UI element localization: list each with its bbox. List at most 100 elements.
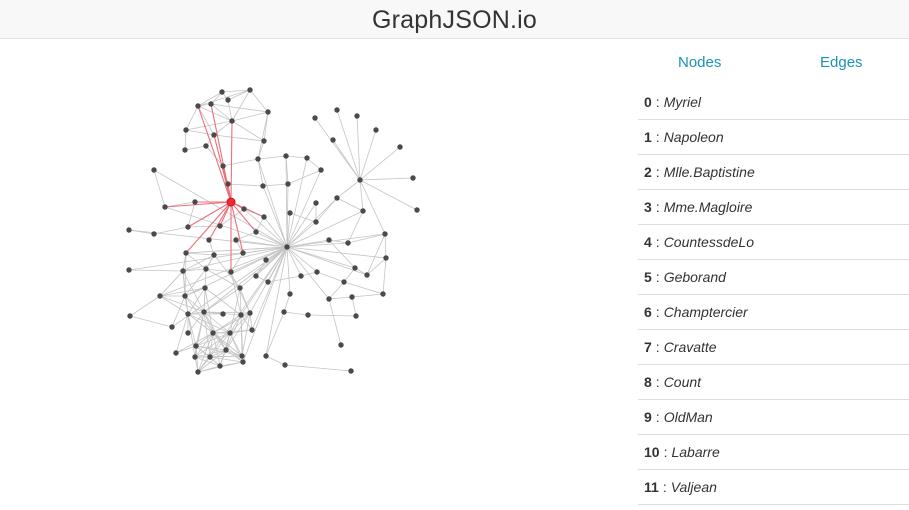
graph-node[interactable] [193,343,199,349]
graph-node[interactable] [207,354,213,360]
node-list-item[interactable]: 5: Geborand [638,260,909,295]
graph-node[interactable] [380,291,386,297]
graph-node[interactable] [341,279,347,285]
node-list-item[interactable]: 1: Napoleon [638,120,909,155]
graph-node[interactable] [348,368,354,374]
graph-node[interactable] [263,257,269,263]
graph-node[interactable] [162,204,168,210]
graph-node[interactable] [410,175,416,181]
graph-node[interactable] [233,237,239,243]
graph-node[interactable] [261,214,267,220]
graph-node[interactable] [287,210,293,216]
graph-node[interactable] [326,237,332,243]
graph-node[interactable] [151,167,157,173]
graph-node[interactable] [298,273,304,279]
node-list-item[interactable]: 11: Valjean [638,470,909,505]
graph-node[interactable] [182,293,188,299]
graph-node[interactable] [313,200,319,206]
graph-nodes[interactable] [126,87,420,375]
graph-node[interactable] [397,144,403,150]
graph-node[interactable] [238,312,244,318]
graph-node[interactable] [240,359,246,365]
graph-node[interactable] [219,89,225,95]
graph-node[interactable] [357,177,363,183]
graph-node[interactable] [210,330,216,336]
graph-node[interactable] [185,311,191,317]
graph-node[interactable] [217,223,223,229]
graph-node[interactable] [201,309,207,315]
graph-node[interactable] [220,311,226,317]
graph-node[interactable] [360,208,366,214]
graph-node[interactable] [253,229,259,235]
graph-node[interactable] [192,354,198,360]
graph-node[interactable] [414,207,420,213]
graph-node[interactable] [334,195,340,201]
graph-node[interactable] [169,324,175,330]
graph-node[interactable] [354,113,360,119]
graph-node[interactable] [192,199,198,205]
graph-canvas[interactable] [0,40,630,510]
graph-node[interactable] [265,279,271,285]
graph-node[interactable] [208,101,214,107]
graph-node[interactable] [330,137,336,143]
graph-node[interactable] [247,87,253,93]
graph-node[interactable] [382,231,388,237]
graph-node[interactable] [127,313,133,319]
graph-node[interactable] [237,285,243,291]
graph-node[interactable] [349,294,355,300]
graph-node[interactable] [229,118,235,124]
graph-node[interactable] [255,156,261,162]
graph-node[interactable] [185,224,191,230]
graph-node[interactable] [282,362,288,368]
graph-node[interactable] [225,181,231,187]
graph-node[interactable] [313,219,319,225]
graph-node[interactable] [195,103,201,109]
graph-node[interactable] [227,330,233,336]
graph-node[interactable] [285,181,291,187]
graph-node[interactable] [318,167,324,173]
graph-node[interactable] [203,143,209,149]
node-list-item[interactable]: 6: Champtercier [638,295,909,330]
graph-node[interactable] [173,350,179,356]
graph-node[interactable] [338,342,344,348]
graph-node[interactable] [265,109,271,115]
graph-node[interactable] [225,97,231,103]
graph-node[interactable] [284,244,290,250]
graph-node[interactable] [183,127,189,133]
graph-node[interactable] [373,127,379,133]
node-list-item[interactable]: 7: Cravatte [638,330,909,365]
graph-node[interactable] [180,268,186,274]
graph-node[interactable] [364,272,370,278]
graph-node[interactable] [151,231,157,237]
node-list-item[interactable]: 2: Mlle.Baptistine [638,155,909,190]
graph-node[interactable] [247,310,253,316]
node-list-item[interactable]: 4: CountessdeLo [638,225,909,260]
graph-node[interactable] [183,250,189,256]
graph-node[interactable] [211,252,217,258]
graph-node[interactable] [157,293,163,299]
graph-node[interactable] [353,313,359,319]
node-list-item[interactable]: 9: OldMan [638,400,909,435]
graph-node[interactable] [220,163,226,169]
graph-node[interactable] [304,155,310,161]
graph-node[interactable] [326,296,332,302]
graph-node[interactable] [345,240,351,246]
graph-node[interactable] [223,347,229,353]
graph-node[interactable] [334,107,340,113]
graph-node[interactable] [239,353,245,359]
node-list-item[interactable]: 8: Count [638,365,909,400]
graph-node[interactable] [217,363,223,369]
graph-node[interactable] [182,147,188,153]
force-directed-graph[interactable] [0,40,630,510]
graph-node[interactable] [211,132,217,138]
graph-node[interactable] [203,266,209,272]
graph-node[interactable] [314,269,320,275]
tab-nodes[interactable]: Nodes [678,54,722,71]
selected-graph-node[interactable] [226,197,236,207]
graph-node[interactable] [287,291,293,297]
graph-node[interactable] [305,312,311,318]
graph-node[interactable] [206,237,212,243]
graph-node[interactable] [126,227,132,233]
graph-node[interactable] [126,267,132,273]
graph-node[interactable] [195,369,201,375]
